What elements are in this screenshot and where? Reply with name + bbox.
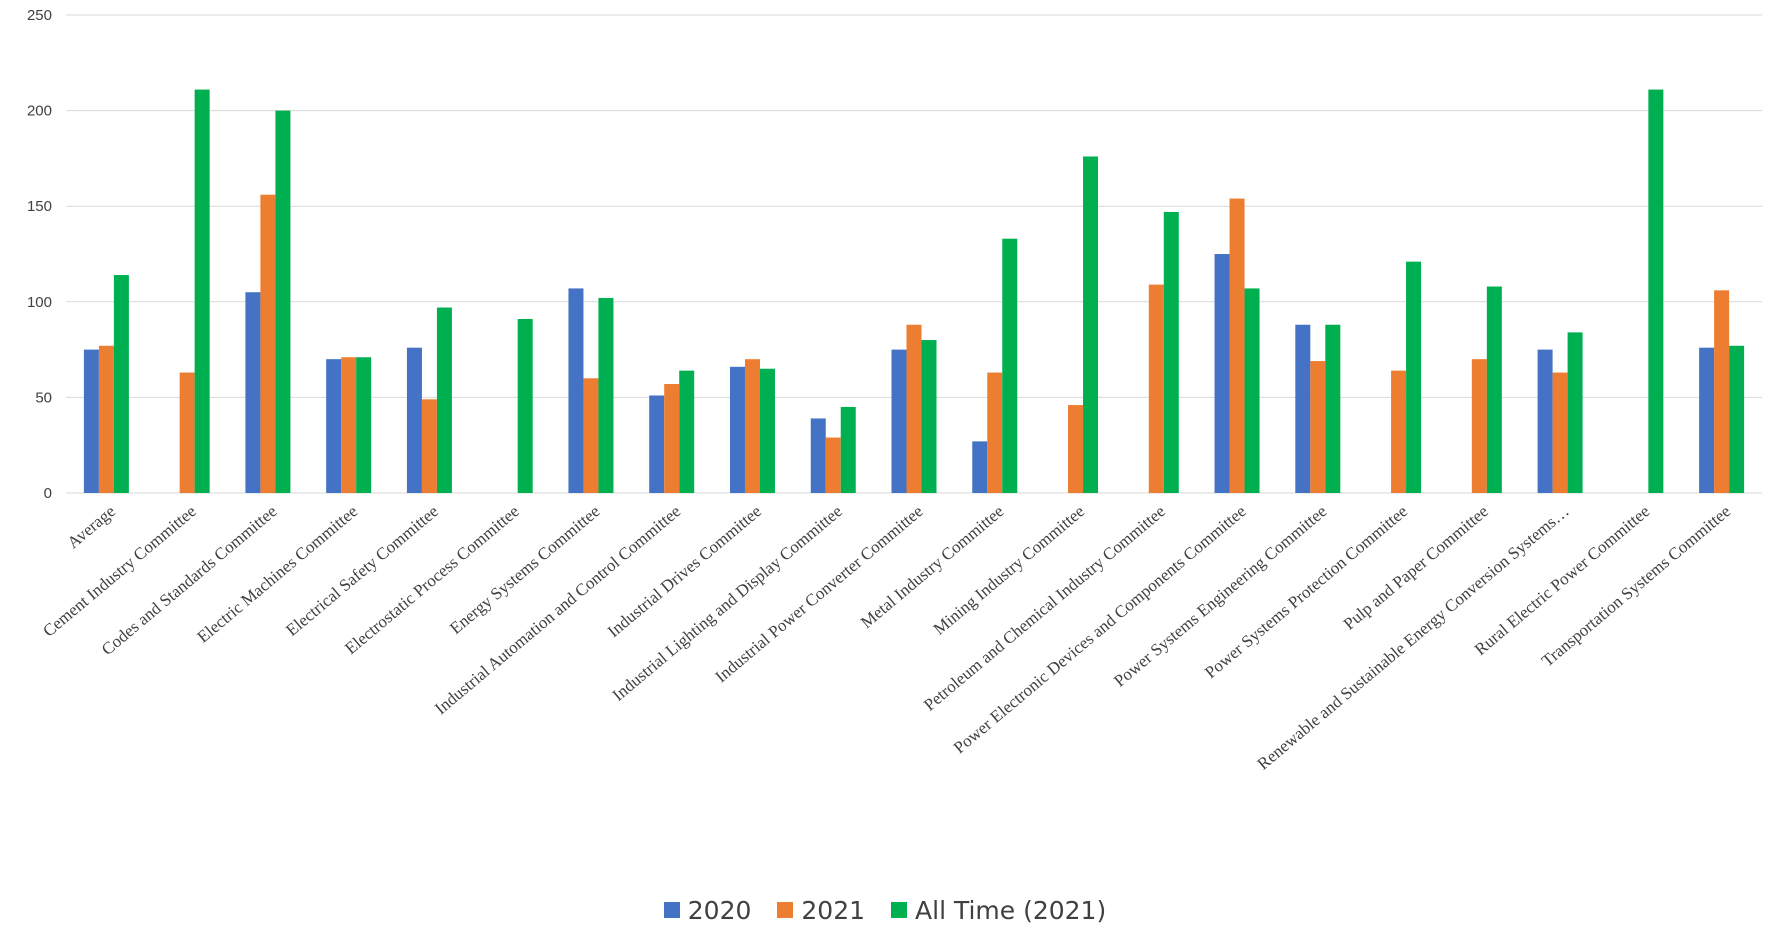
x-tick-label: Power Electronic Devices and Components …	[950, 502, 1250, 758]
bar	[810, 418, 826, 493]
x-tick-label: Renewable and Sustainable Energy Convers…	[1254, 502, 1573, 774]
bar	[275, 110, 291, 493]
bar	[744, 359, 760, 493]
bar	[1325, 324, 1341, 493]
bar	[825, 437, 841, 493]
bar	[1471, 359, 1487, 493]
bar	[1552, 372, 1568, 493]
bar	[759, 368, 775, 493]
bar	[326, 359, 342, 493]
bar	[1391, 370, 1407, 493]
bar	[729, 366, 745, 493]
x-tick-label: Codes and Standards Committee	[98, 502, 281, 660]
bar	[987, 372, 1003, 493]
legend-label-2021: 2021	[801, 895, 866, 925]
bar	[113, 275, 129, 493]
x-tick-label: Electrostatic Process Committee	[341, 502, 522, 659]
legend-item-2021: 2021	[777, 896, 865, 925]
bar	[568, 288, 584, 493]
bar	[1163, 211, 1179, 493]
bar	[245, 292, 261, 493]
bar	[341, 357, 357, 493]
bar	[406, 347, 422, 493]
bar	[436, 307, 452, 493]
bar	[98, 345, 114, 493]
x-tick-label: Cement Industry Committee	[39, 502, 200, 641]
x-tick-label: Metal Industry Committee	[857, 502, 1007, 632]
bar	[1406, 261, 1422, 493]
legend-label-2020: 2020	[687, 895, 752, 925]
bar	[664, 384, 680, 493]
bar	[1486, 286, 1502, 493]
y-tick-label: 200	[27, 103, 52, 120]
bar	[1714, 290, 1730, 493]
bar	[194, 89, 210, 494]
bar	[421, 399, 437, 493]
bar	[583, 378, 599, 493]
bar	[891, 349, 907, 493]
x-tick-label: Average	[64, 502, 119, 553]
y-tick-label: 0	[44, 485, 52, 502]
bar	[1648, 89, 1664, 494]
legend-label-all-time: All Time (2021)	[915, 895, 1107, 925]
bar	[972, 441, 988, 493]
x-tick-label: Mining Industry Committee	[930, 502, 1088, 639]
y-tick-label: 50	[35, 389, 52, 406]
y-axis-ticks: 0 50 100 150 200 250	[27, 7, 52, 502]
bar	[517, 319, 533, 493]
legend: 2020 2021 All Time (2021)	[0, 893, 1770, 927]
bar	[679, 370, 695, 493]
bar	[1295, 324, 1311, 493]
bar	[1699, 347, 1715, 493]
bar	[1310, 361, 1326, 493]
x-tick-label: Industrial Drives Committee	[604, 502, 765, 642]
bar	[1002, 238, 1018, 493]
bar	[1229, 198, 1245, 493]
y-tick-label: 250	[27, 7, 52, 24]
bar	[1214, 254, 1230, 493]
bars	[83, 89, 1745, 494]
bar	[179, 372, 195, 493]
bar	[1567, 332, 1583, 493]
bar	[356, 357, 372, 493]
bar	[1729, 345, 1745, 493]
bar	[1148, 284, 1164, 493]
bar	[906, 324, 922, 493]
legend-swatch-2020	[663, 902, 680, 918]
bar	[1068, 405, 1084, 493]
legend-item-2020: 2020	[663, 895, 752, 925]
y-tick-label: 100	[27, 294, 52, 311]
y-tick-label: 150	[27, 198, 52, 215]
bar	[1244, 288, 1260, 493]
bar	[260, 194, 276, 493]
bar	[840, 406, 856, 493]
x-tick-label: Electric Machines Committee	[194, 502, 362, 647]
x-tick-label: Electrical Safety Committee	[282, 502, 442, 640]
x-tick-label: Energy Systems Committee	[446, 502, 603, 638]
bar	[921, 340, 937, 493]
legend-swatch-2021	[777, 902, 794, 918]
legend-item-all-time: All Time (2021)	[891, 896, 1106, 925]
bar	[649, 395, 665, 493]
bar	[598, 297, 614, 493]
bar	[1083, 156, 1099, 493]
bar	[1537, 349, 1553, 493]
x-tick-label: Pulp and Paper Committee	[1340, 502, 1492, 634]
bar	[83, 349, 99, 493]
legend-swatch-all-time	[891, 902, 908, 918]
